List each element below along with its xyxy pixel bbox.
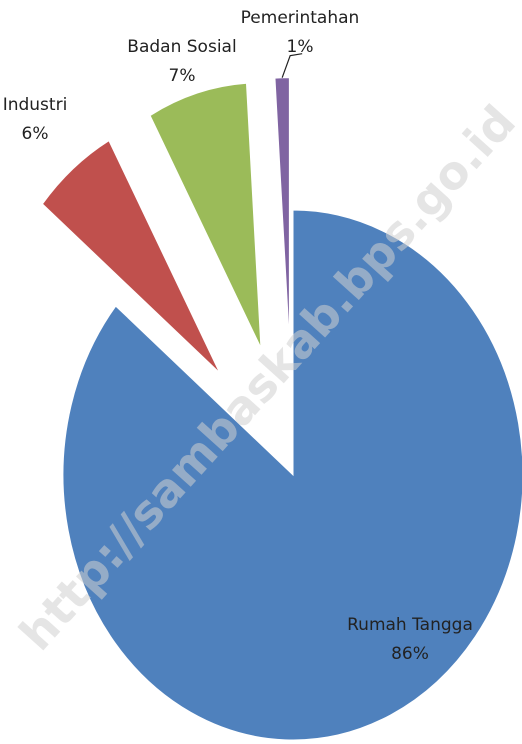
pie-slice [149,82,262,348]
pie-slice [41,139,221,374]
leader-line [281,53,303,78]
pie-slice [274,77,290,343]
slice-label: Badan Sosial [127,37,236,57]
slice-label: Rumah Tangga [347,615,473,635]
slice-value-label: 1% [287,37,314,57]
pie-slice [62,209,522,741]
slice-value-label: 7% [169,66,196,86]
slice-label: Pemerintahan [241,8,360,28]
slice-value-label: 6% [22,124,49,144]
slices [41,77,522,741]
slice-label: Industri [3,95,68,115]
labels: Rumah Tangga 86% Industri 6% Badan Sosial 7% P… [3,8,473,664]
slice-value-label: 86% [391,644,429,664]
